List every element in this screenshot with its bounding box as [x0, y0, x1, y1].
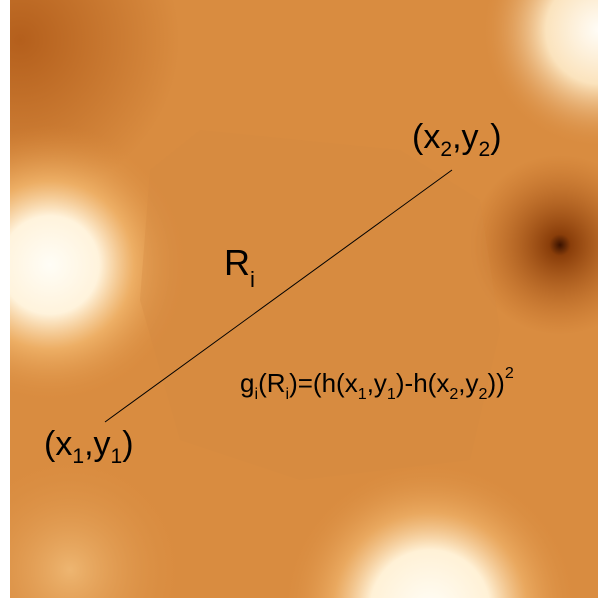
label-part: g	[240, 368, 254, 398]
label-part: 1	[358, 385, 367, 403]
label-part: ,y	[367, 368, 387, 398]
label-part: )=(h(x	[289, 368, 358, 398]
label-part: 2	[505, 364, 514, 382]
afm-image	[10, 0, 598, 598]
figure: (x2,y2) Ri gi(Ri)=(h(x1,y1)-h(x2,y2))2 (…	[0, 0, 604, 609]
label-part: ,y	[458, 368, 478, 398]
formula: gi(Ri)=(h(x1,y1)-h(x2,y2))2	[240, 364, 514, 403]
label-part: (x	[412, 118, 440, 156]
label-part: )	[122, 425, 133, 463]
label-part: ,y	[84, 425, 110, 463]
label-part: (x	[44, 425, 72, 463]
label-part: 1	[111, 445, 123, 468]
label-part: )	[490, 118, 501, 156]
label-part: 1	[72, 445, 84, 468]
label-part: ,y	[452, 118, 478, 156]
label-part: R	[224, 242, 250, 283]
label-part: 2	[479, 138, 491, 161]
label-part: 2	[479, 385, 488, 403]
label-part: (R	[258, 368, 285, 398]
label-part: 1	[387, 385, 396, 403]
label-part: i	[250, 267, 255, 292]
label-part: ))	[488, 368, 505, 398]
label-part: )-h(x	[396, 368, 449, 398]
label-part: 2	[440, 138, 452, 161]
label-part: 2	[449, 385, 458, 403]
